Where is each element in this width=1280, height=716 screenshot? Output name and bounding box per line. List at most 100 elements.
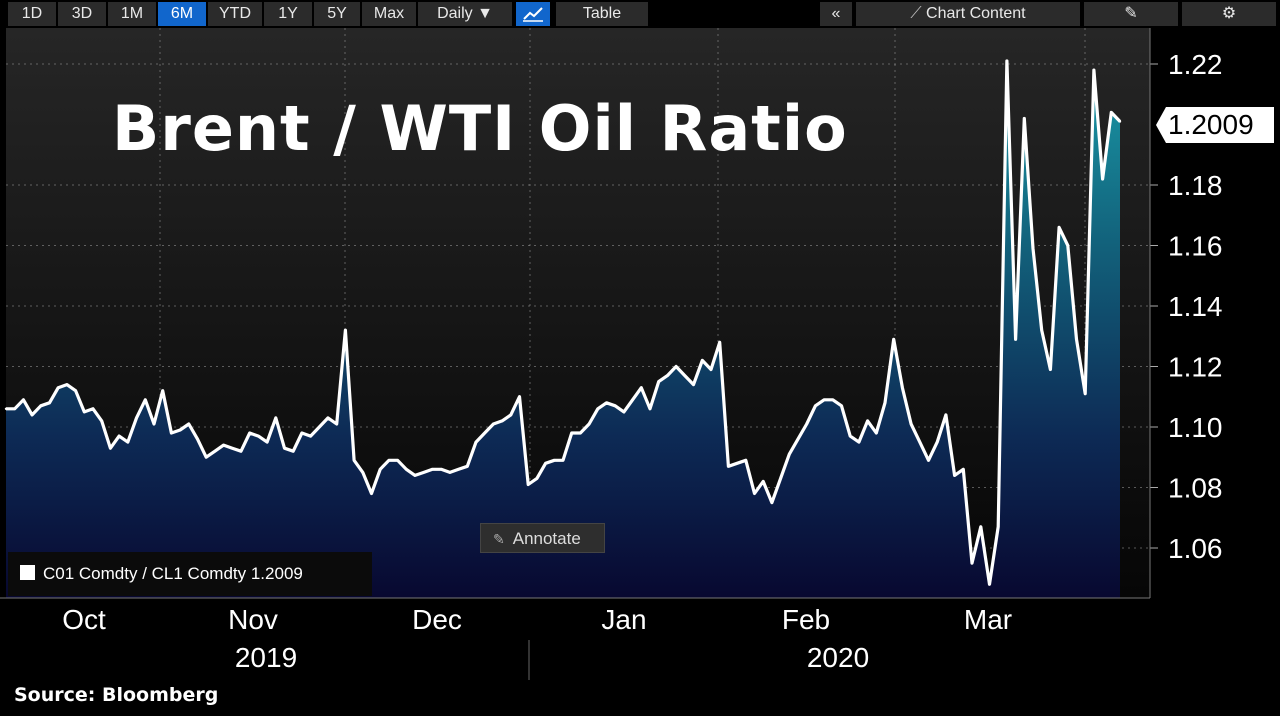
data-point (300, 431, 304, 435)
legend-swatch (20, 565, 35, 581)
annotate-button[interactable]: ✎ Annotate (480, 523, 605, 553)
last-value-marker: 1.2009 (1156, 107, 1276, 143)
data-point (292, 450, 295, 453)
data-point (352, 459, 356, 462)
range-button-1d[interactable]: 1D (8, 2, 56, 26)
data-point (1110, 111, 1113, 114)
data-point (196, 437, 199, 441)
gear-icon[interactable]: ⚙ (1182, 2, 1276, 26)
data-point (57, 386, 60, 389)
range-button-3d[interactable]: 3D (58, 2, 106, 26)
table-button[interactable]: Table (556, 2, 648, 26)
data-point (318, 425, 321, 429)
data-point (257, 434, 260, 438)
y-tick-label: 1.14 (1168, 291, 1223, 322)
y-tick-label: 1.18 (1168, 170, 1223, 201)
data-point (840, 404, 843, 407)
range-button-ytd[interactable]: YTD (208, 2, 262, 26)
x-month-label: Oct (62, 604, 106, 635)
data-point (657, 380, 660, 383)
data-point (814, 404, 817, 407)
data-point (274, 416, 277, 420)
y-tick-label: 1.22 (1168, 49, 1223, 80)
data-point (4, 407, 8, 410)
data-point (457, 468, 460, 471)
data-point (1005, 59, 1009, 63)
data-point (762, 480, 765, 483)
data-point (544, 462, 547, 465)
data-point (30, 413, 34, 417)
range-button-5y[interactable]: 5Y (314, 2, 360, 26)
data-point (1040, 329, 1043, 332)
data-point (570, 431, 573, 435)
y-tick-label: 1.10 (1168, 412, 1223, 443)
data-point (892, 338, 895, 341)
collapse-icon[interactable]: « (820, 2, 852, 26)
data-point (509, 413, 512, 417)
range-button-max[interactable]: Max (362, 2, 416, 26)
line-chart-icon[interactable] (516, 2, 550, 26)
edit-icon[interactable]: ✎ (1084, 2, 1178, 26)
data-point (918, 440, 921, 444)
data-point (735, 462, 739, 465)
source-note: Source: Bloomberg (14, 684, 219, 706)
data-point (1023, 117, 1026, 120)
data-point (248, 431, 251, 435)
data-point (1057, 226, 1061, 229)
data-point (361, 471, 364, 474)
data-point (553, 459, 556, 462)
data-point (1031, 247, 1035, 250)
data-point (135, 416, 138, 420)
data-point (309, 434, 312, 438)
data-point (587, 422, 591, 426)
chart-legend[interactable]: C01 Comdty / CL1 Comdty 1.2009 (8, 552, 372, 596)
data-point (944, 413, 948, 417)
range-button-1m[interactable]: 1M (108, 2, 156, 26)
data-point (631, 398, 634, 401)
data-point (901, 386, 904, 389)
x-year-label: 2019 (234, 642, 298, 673)
data-point (213, 450, 217, 453)
data-point (953, 474, 956, 477)
chart-content-label: Chart Content (926, 5, 1026, 22)
data-point (483, 431, 486, 435)
data-point (387, 459, 391, 462)
annotate-label: Annotate (512, 529, 581, 548)
chart-content-button[interactable]: ⟋ Chart Content (856, 2, 1080, 26)
y-axis: 1.06 1.08 1.10 1.12 1.14 1.16 1.18 1.22 (1150, 49, 1223, 564)
data-point (22, 398, 25, 401)
data-point (474, 440, 478, 444)
data-point (518, 395, 521, 398)
data-point (83, 410, 86, 414)
data-point (126, 440, 129, 444)
data-point (997, 525, 1000, 528)
data-point (596, 407, 599, 410)
data-point (988, 583, 991, 586)
range-button-1y[interactable]: 1Y (264, 2, 312, 26)
range-button-6m[interactable]: 6M (158, 2, 206, 26)
data-point (753, 492, 756, 495)
data-point (1066, 244, 1070, 247)
legend-label: C01 Comdty / CL1 Comdty 1.2009 (43, 564, 303, 583)
data-point (875, 431, 878, 435)
data-point (614, 404, 617, 407)
data-point (648, 407, 652, 410)
data-point (370, 492, 373, 495)
data-point (605, 401, 608, 404)
data-point (1075, 338, 1078, 341)
data-point (674, 365, 678, 368)
frequency-dropdown[interactable]: Daily ▼ (418, 2, 512, 26)
data-point (265, 440, 269, 444)
data-point (979, 525, 982, 528)
last-value-label: 1.2009 (1168, 109, 1254, 140)
data-point (970, 561, 974, 565)
data-point (561, 459, 565, 462)
data-point (500, 419, 504, 423)
y-tick-label: 1.08 (1168, 473, 1223, 504)
data-point (788, 453, 791, 456)
data-point (422, 471, 425, 474)
data-point (109, 447, 112, 450)
data-point (335, 422, 338, 426)
data-point (805, 422, 808, 426)
